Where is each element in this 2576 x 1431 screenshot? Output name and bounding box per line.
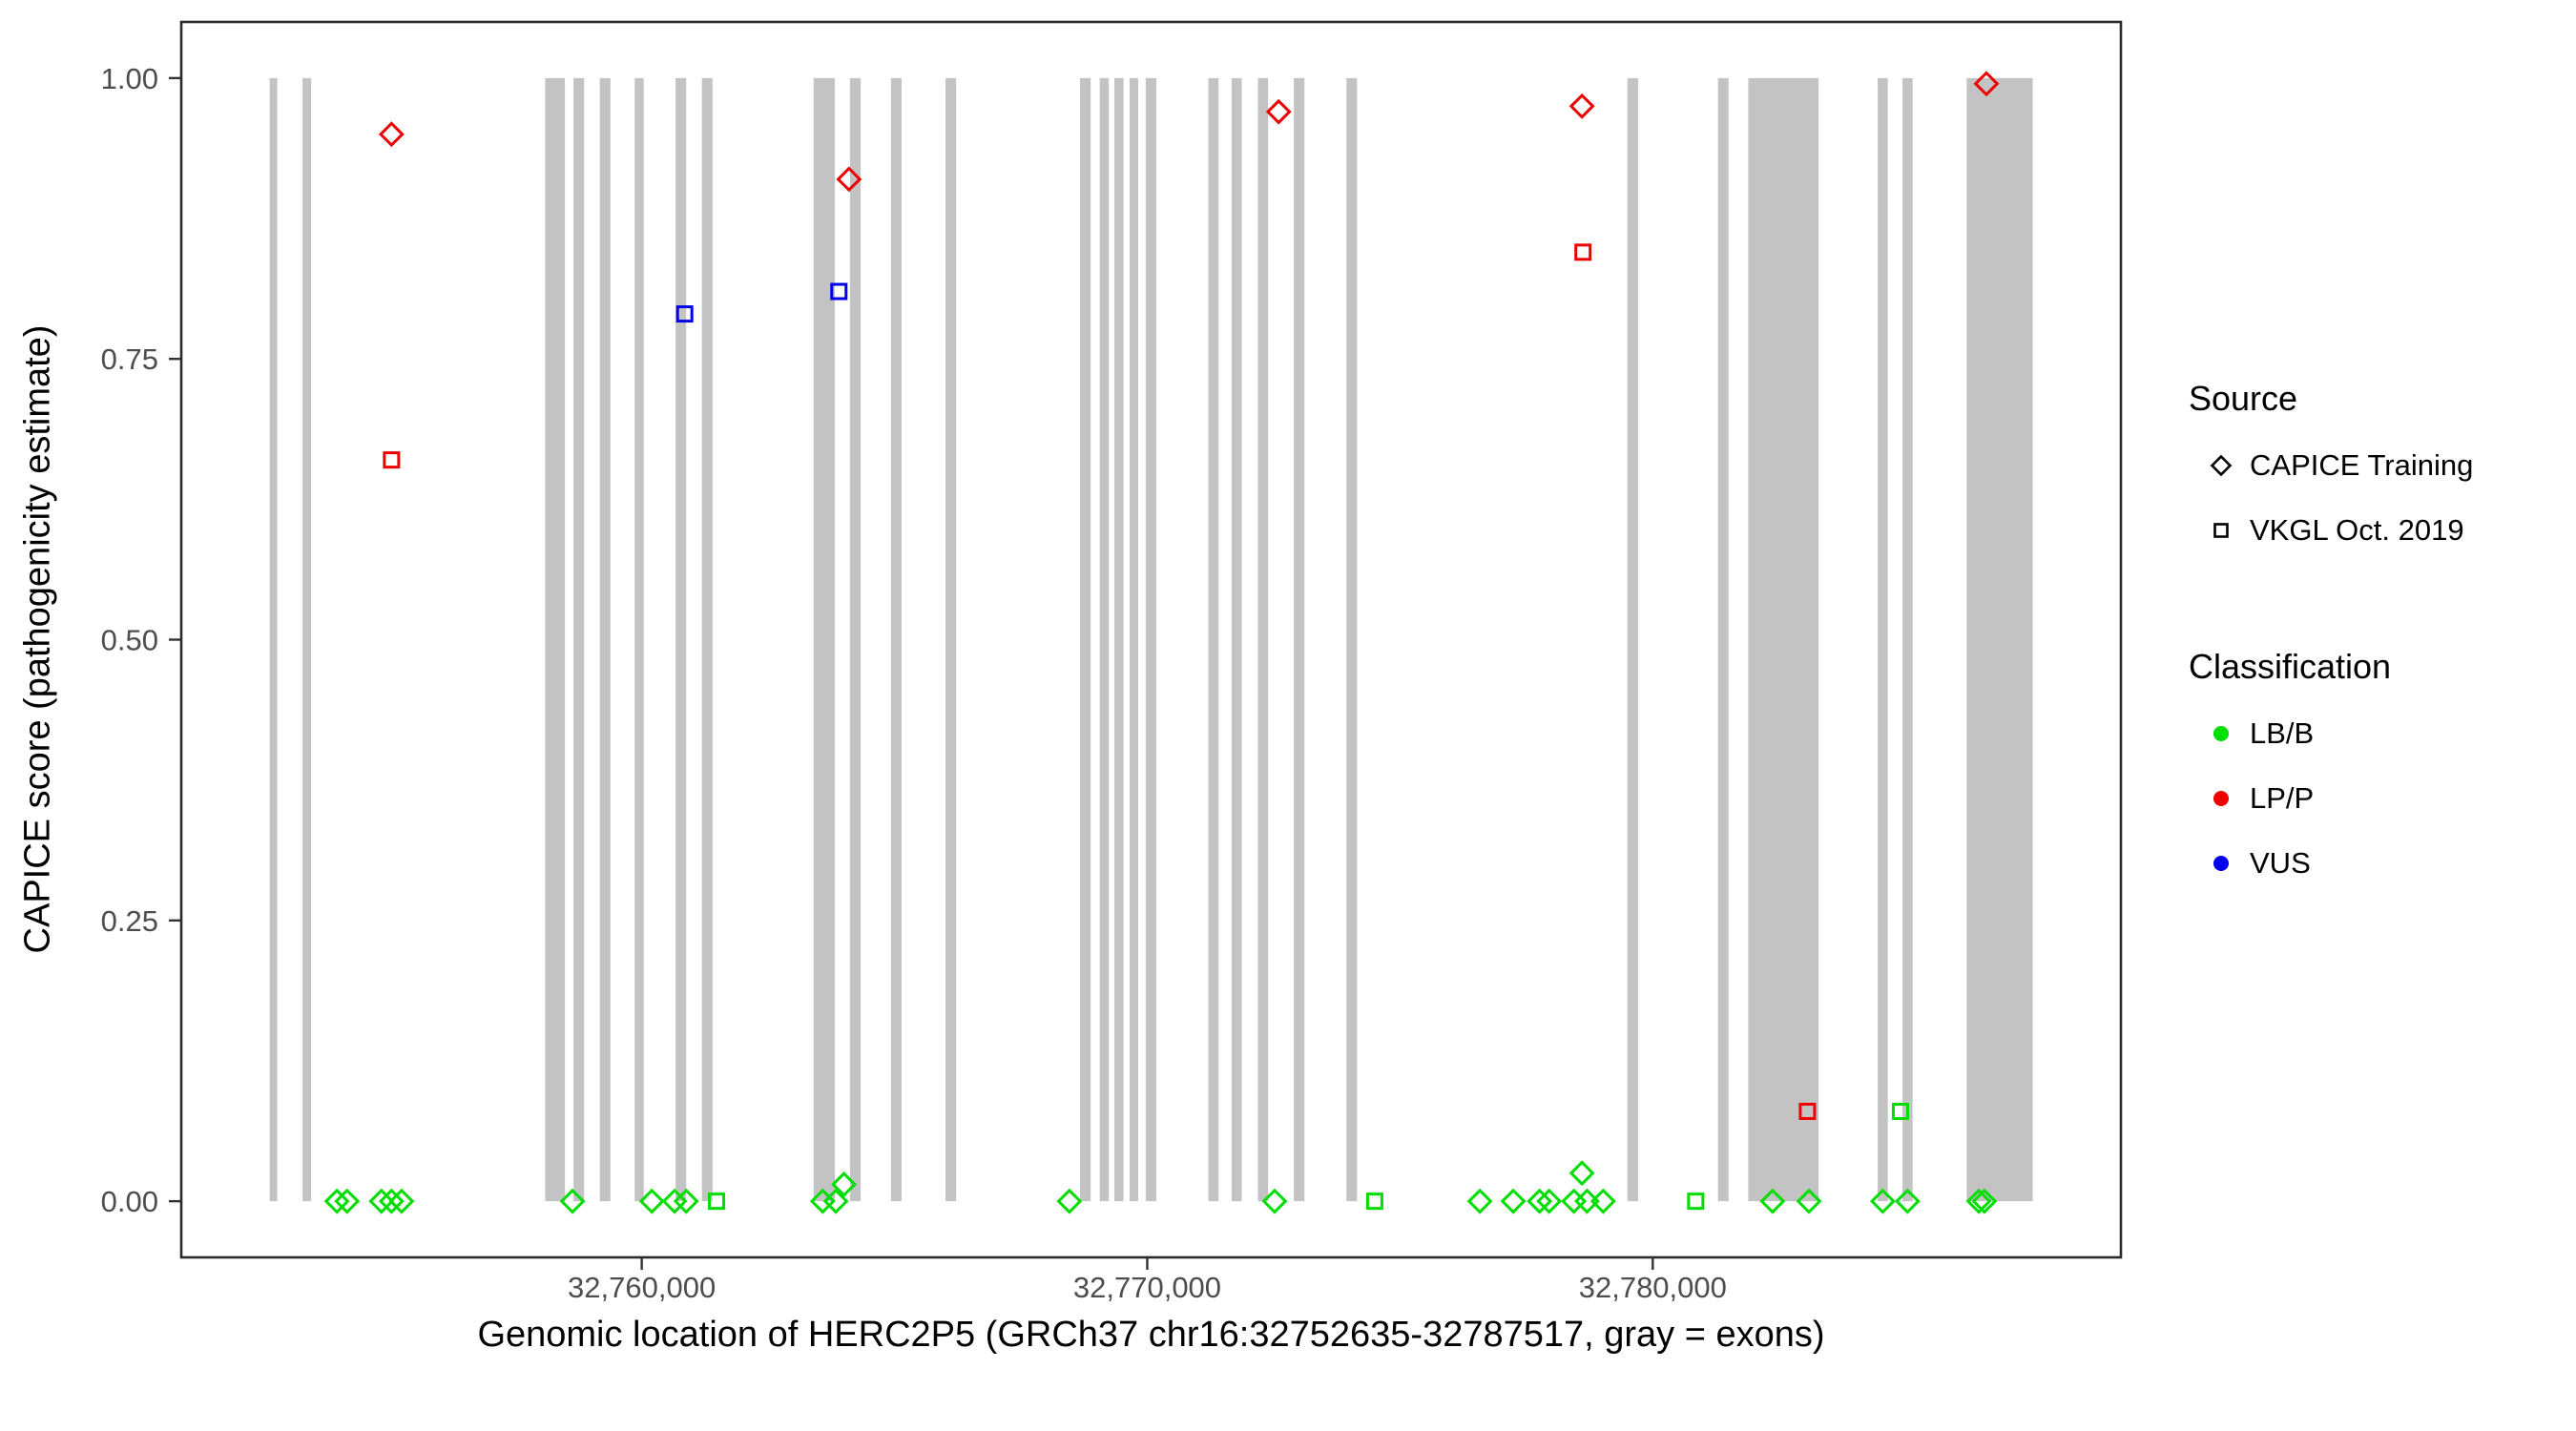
data-point-diamond [388,1188,415,1214]
x-axis-tick-label: 32,770,000 [1073,1271,1221,1304]
y-axis-tick-label: 0.25 [101,904,158,938]
data-point-diamond [1536,1188,1563,1214]
data-point-diamond [831,1172,858,1197]
data-point-diamond [1973,71,2000,97]
data-point-diamond [378,121,405,148]
legend: Source CAPICE Training VKGL Oct. 2019 Cl… [2189,378,2473,896]
legend-item-vkgl: VKGL Oct. 2019 [2189,498,2473,563]
data-point-diamond [673,1188,699,1214]
exon-bar [1346,77,1358,1202]
legend-item-label: VUS [2250,846,2311,880]
exon-bar [573,77,585,1202]
exon-bar [1208,77,1219,1202]
data-point-square [1687,1192,1705,1211]
diamond-marker-icon [2210,454,2233,477]
exon-bar [302,77,312,1202]
exon-bar [701,77,713,1202]
data-point-diamond [1561,1188,1588,1214]
exon-bar [1257,77,1269,1202]
data-point-diamond [334,1188,361,1214]
data-point-diamond [1796,1188,1822,1214]
legend-classification-title: Classification [2189,647,2392,686]
exon-bar [634,77,644,1202]
exon-bar [1145,77,1157,1202]
data-point-diamond [1573,1188,1600,1214]
legend-item-capice-training: CAPICE Training [2189,433,2473,498]
data-point-diamond [809,1188,836,1214]
exon-bar [1748,77,1819,1202]
data-point-diamond [836,166,862,193]
exon-bar [945,77,957,1202]
exon-bar [1902,77,1913,1202]
data-point-diamond [1261,1188,1288,1214]
data-point-diamond [1894,1188,1921,1214]
x-axis-tick-label: 32,780,000 [1579,1271,1727,1304]
exon-bar [1294,77,1305,1202]
data-point-square [383,451,401,469]
y-axis-tick-label: 1.00 [101,62,158,95]
data-point-diamond [1589,1188,1616,1214]
x-axis-tick-label: 32,760,000 [568,1271,716,1304]
exon-bar [849,77,862,1202]
exon-bar [1114,77,1124,1202]
blue-dot-icon [2213,856,2229,871]
exon-bar [1966,77,2033,1202]
exon-bar [1878,77,1888,1202]
legend-item-label: VKGL Oct. 2019 [2250,513,2464,547]
exon-bar [599,77,611,1202]
red-dot-icon [2213,791,2229,806]
exon-bar [675,77,687,1202]
y-axis-tick-label: 0.50 [101,624,158,657]
data-point-square [675,305,694,323]
data-point-diamond [1869,1188,1896,1214]
y-axis-tick-label: 0.75 [101,342,158,376]
data-point-diamond [1759,1188,1786,1214]
data-point-square [1891,1102,1909,1120]
legend-item-label: LB/B [2250,716,2315,750]
data-point-diamond [1265,98,1292,125]
exon-bar [1717,77,1729,1202]
exon-bar [545,77,566,1202]
panel-border [179,20,2123,1259]
exon-bar [890,77,902,1202]
legend-source-title: Source [2189,379,2298,418]
data-point-diamond [1500,1188,1527,1214]
data-point-square [830,282,848,301]
data-point-square [1574,243,1592,261]
legend-group-spacer [2189,563,2473,646]
data-point-diamond [822,1188,849,1214]
legend-item-lpp: LP/P [2189,766,2473,831]
legend-item-vus: VUS [2189,831,2473,896]
exon-bar [1231,77,1242,1202]
exon-bar [1099,77,1110,1202]
legend-item-label: LP/P [2250,781,2315,815]
data-point-diamond [1568,93,1595,119]
data-point-diamond [1466,1188,1493,1214]
legend-item-label: CAPICE Training [2250,448,2474,482]
green-dot-icon [2213,726,2229,741]
y-axis-title: CAPICE score (pathogenicity estimate) [17,324,58,954]
data-point-diamond [1971,1188,1998,1214]
x-axis-title: Genomic location of HERC2P5 (GRCh37 chr1… [477,1315,1825,1355]
data-point-diamond [1965,1188,1992,1214]
data-point-square [1365,1192,1383,1211]
exon-bar [813,77,836,1202]
exon-bar [1129,77,1138,1202]
y-axis-tick-label: 0.00 [101,1185,158,1218]
exon-bar [1627,77,1638,1202]
square-marker-icon [2213,523,2229,538]
data-point-square [708,1192,726,1211]
exon-bar [1080,77,1091,1202]
data-point-diamond [1568,1160,1595,1187]
exon-bar [269,77,278,1202]
legend-item-lbb: LB/B [2189,701,2473,766]
data-point-diamond [1056,1188,1083,1214]
data-point-diamond [559,1188,586,1214]
data-point-diamond [638,1188,665,1214]
data-point-square [1798,1102,1817,1120]
